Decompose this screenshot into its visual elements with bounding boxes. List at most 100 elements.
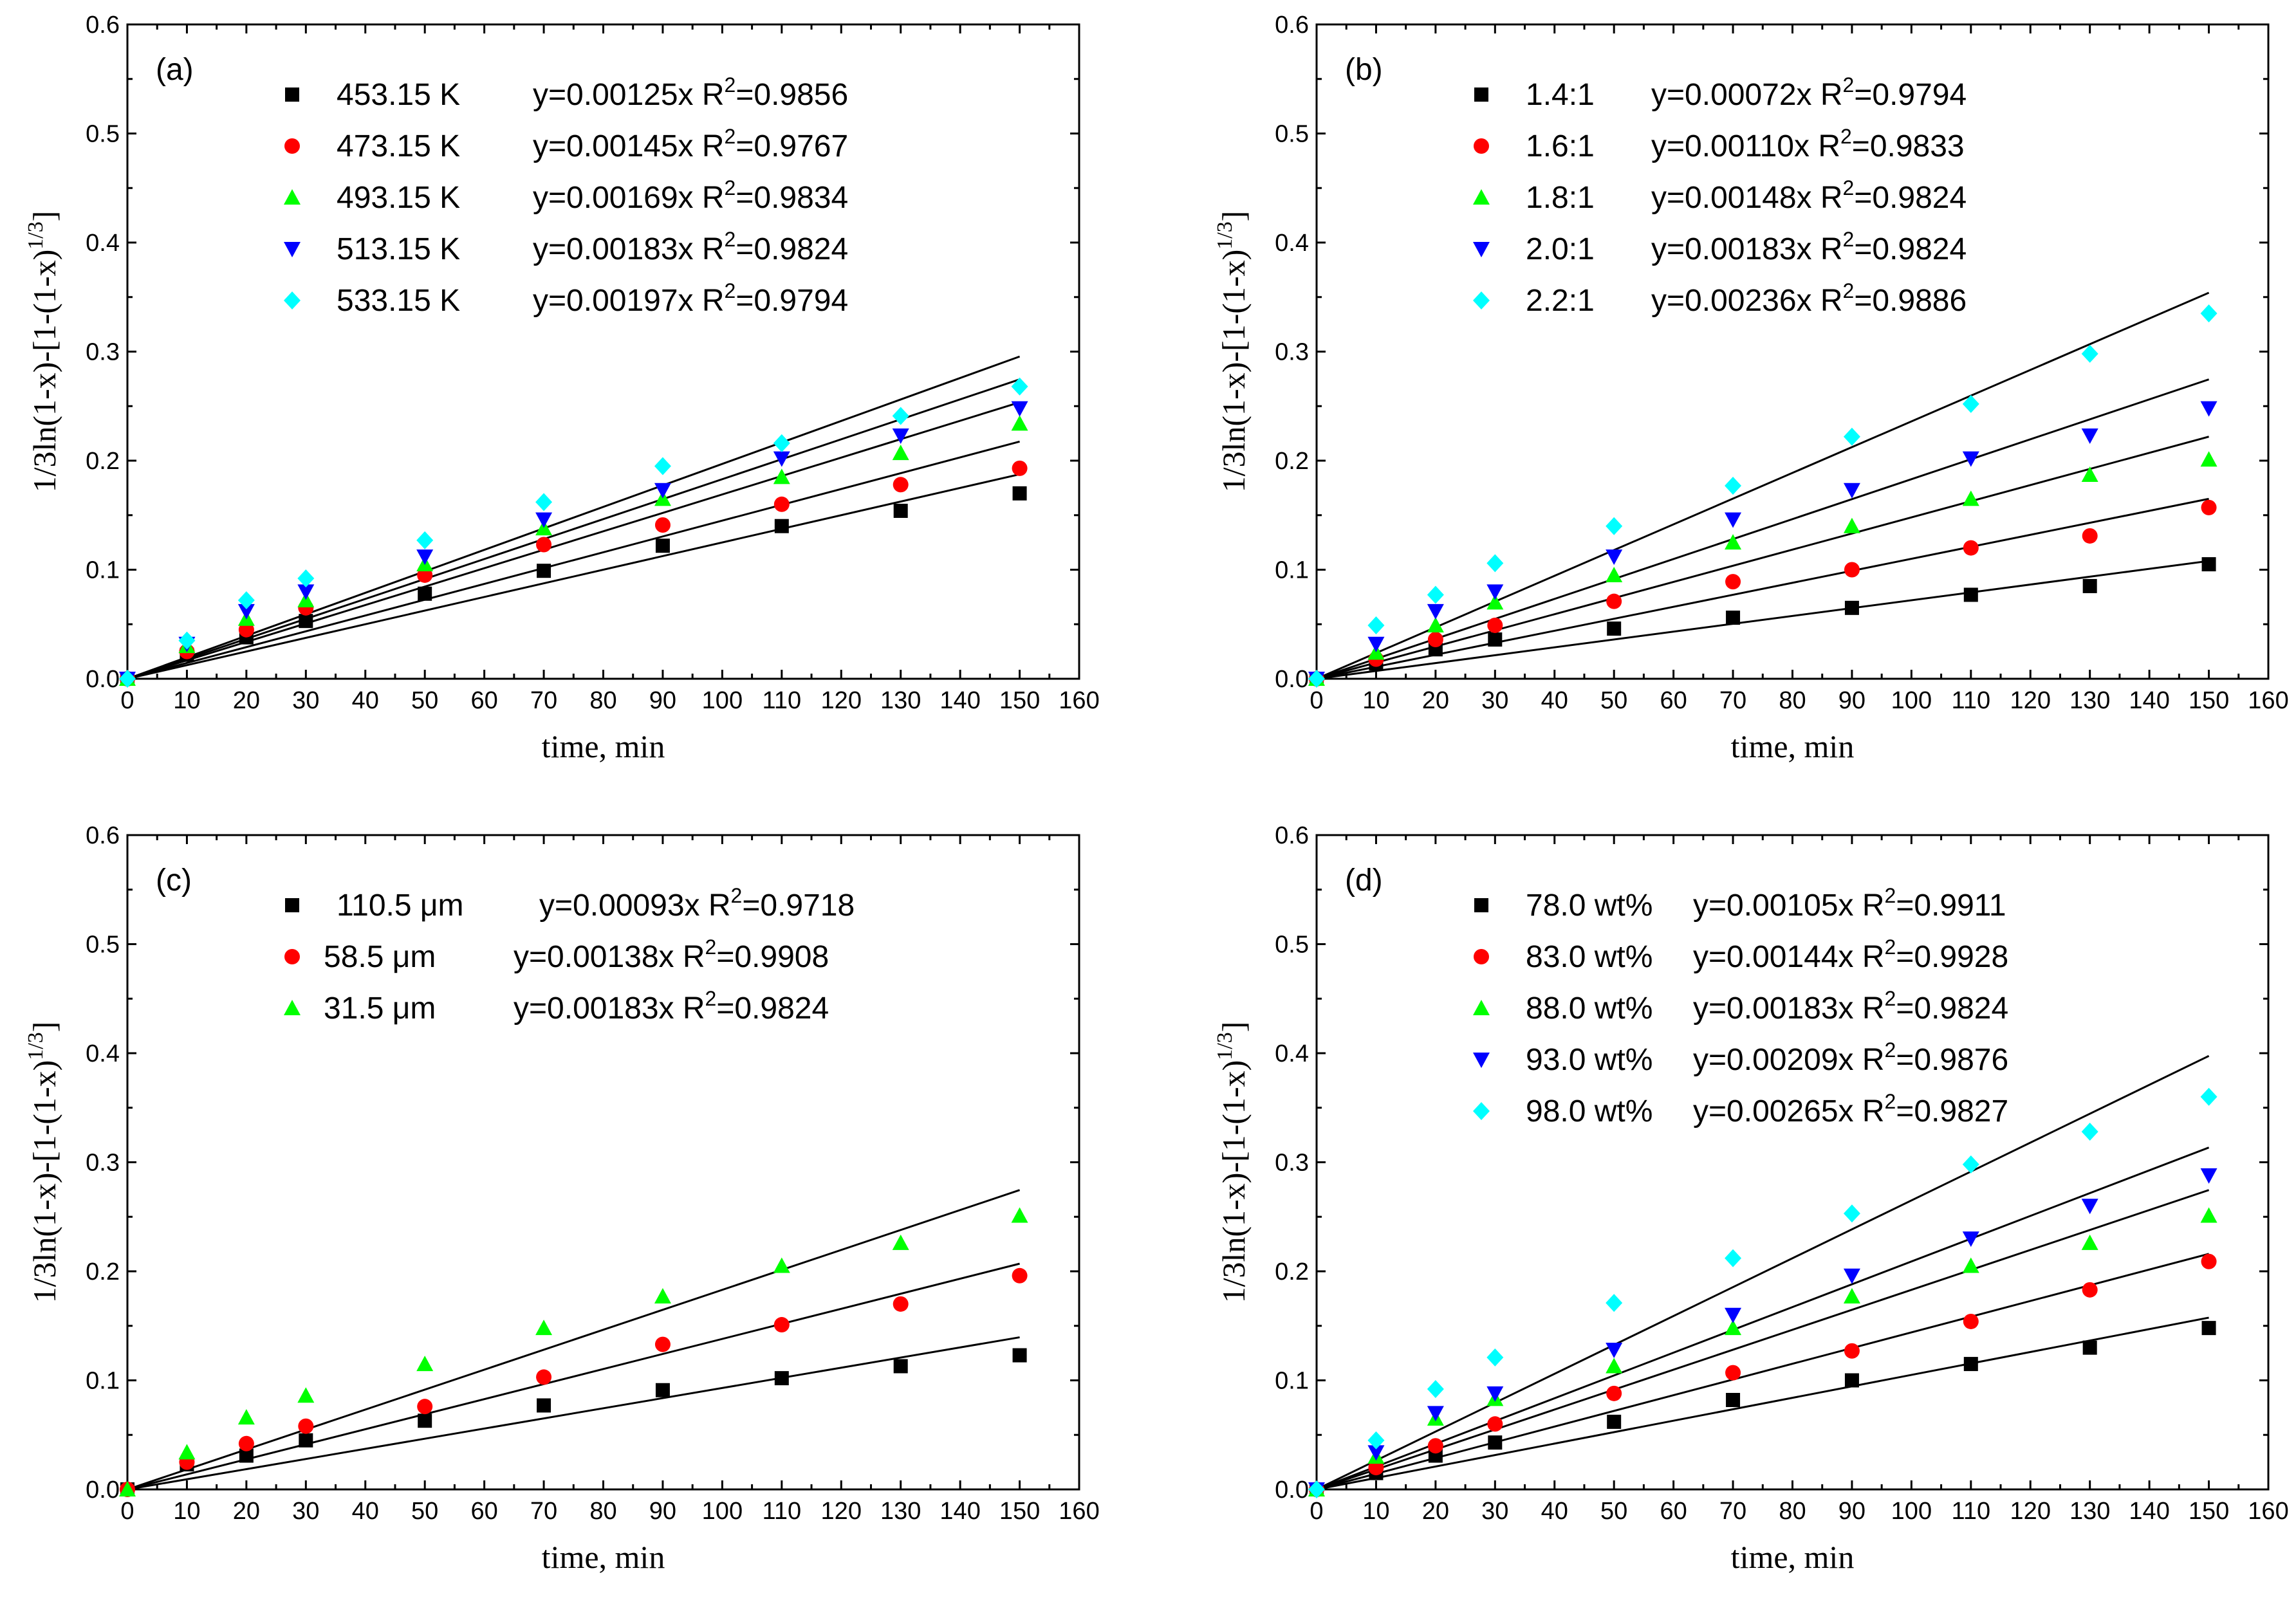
y-tick-label: 0.0 xyxy=(86,1477,120,1504)
data-point xyxy=(1725,1307,1742,1323)
data-point xyxy=(1488,1435,1503,1450)
legend-equation: y=0.00125x R2=0.9856 xyxy=(533,73,848,112)
data-point xyxy=(2082,528,2098,544)
x-tick-label: 80 xyxy=(1779,687,1806,714)
y-tick-label: 0.1 xyxy=(86,557,120,584)
data-point xyxy=(773,451,790,467)
y-tick-label: 0.3 xyxy=(1275,339,1309,366)
data-point xyxy=(1962,490,1979,506)
data-point xyxy=(1012,1348,1027,1363)
data-point xyxy=(418,586,432,601)
data-point xyxy=(1843,517,1860,533)
y-tick-label: 0.5 xyxy=(86,121,120,148)
y-tick-label: 0.5 xyxy=(1275,932,1309,959)
data-point xyxy=(1427,1406,1444,1422)
data-point xyxy=(893,477,909,493)
x-tick-label: 60 xyxy=(1660,687,1687,714)
legend-equation: y=0.00265x R2=0.9827 xyxy=(1693,1090,2008,1128)
data-point xyxy=(2081,1123,2098,1141)
x-tick-label: 160 xyxy=(1059,687,1099,714)
y-tick-label: 0.6 xyxy=(1275,12,1309,39)
x-tick-label: 80 xyxy=(589,1498,616,1525)
legend-equation: y=0.00145x R2=0.9767 xyxy=(533,125,848,163)
x-tick-label: 30 xyxy=(292,687,319,714)
x-tick-label: 160 xyxy=(2248,687,2288,714)
data-point xyxy=(893,1359,908,1374)
data-point xyxy=(1843,1268,1860,1284)
data-point xyxy=(773,468,790,484)
x-tick-label: 150 xyxy=(999,687,1040,714)
legend-marker xyxy=(284,291,301,309)
x-tick-label: 100 xyxy=(1891,687,1932,714)
legend-marker xyxy=(284,242,301,257)
data-point xyxy=(297,584,315,600)
fit-line xyxy=(127,1262,1020,1491)
legend-marker xyxy=(1473,1000,1490,1015)
x-tick-label: 0 xyxy=(1310,1498,1323,1525)
y-tick-label: 0.2 xyxy=(1275,1258,1309,1285)
data-point xyxy=(238,1435,254,1451)
x-tick-label: 30 xyxy=(1481,687,1508,714)
x-tick-label: 50 xyxy=(411,1498,438,1525)
series-triangle-up xyxy=(119,1207,1028,1496)
plot-frame xyxy=(1315,23,2270,680)
x-tick-label: 90 xyxy=(649,687,676,714)
data-point xyxy=(774,519,789,533)
x-tick-label: 80 xyxy=(589,687,616,714)
data-point xyxy=(1725,1249,1742,1267)
x-tick-label: 140 xyxy=(940,687,980,714)
x-tick-label: 100 xyxy=(702,687,743,714)
series-circle xyxy=(120,460,1028,686)
legend-equation: y=0.00183x R2=0.9824 xyxy=(514,987,829,1026)
x-tick-label: 20 xyxy=(1422,1498,1449,1525)
data-point xyxy=(416,549,434,566)
data-point xyxy=(1606,1358,1623,1374)
x-axis-title: time, min xyxy=(1731,1539,1855,1575)
data-point xyxy=(417,1399,433,1415)
x-tick-label: 130 xyxy=(880,1498,921,1525)
y-axis-title: 1/3ln(1-x)-[1-(1-x)1/3] xyxy=(1213,1022,1252,1303)
data-point xyxy=(1427,603,1444,620)
legend-marker xyxy=(1474,898,1488,912)
data-point xyxy=(535,1320,553,1336)
data-point xyxy=(1486,584,1504,600)
x-tick-label: 70 xyxy=(530,687,557,714)
data-point xyxy=(1012,1267,1028,1284)
legend-label: 98.0 wt% xyxy=(1526,1094,1653,1128)
data-point xyxy=(1011,1207,1028,1223)
y-tick-label: 0.6 xyxy=(86,822,120,849)
x-tick-label: 130 xyxy=(880,687,921,714)
y-tick-label: 0.2 xyxy=(1275,448,1309,475)
data-point xyxy=(1606,549,1623,566)
y-tick-label: 0.1 xyxy=(1275,557,1309,584)
legend-marker xyxy=(1473,291,1490,309)
legend-equation: y=0.00197x R2=0.9794 xyxy=(533,279,848,318)
data-point xyxy=(1844,600,1859,615)
data-point xyxy=(655,1383,670,1397)
fit-line xyxy=(127,355,1021,680)
x-tick-label: 80 xyxy=(1779,1498,1806,1525)
data-point xyxy=(535,512,553,528)
legend-marker xyxy=(284,189,301,205)
y-tick-label: 0.5 xyxy=(86,932,120,959)
x-tick-label: 140 xyxy=(2129,1498,2169,1525)
legend-label: 473.15 K xyxy=(337,129,460,163)
data-point xyxy=(1725,512,1742,528)
legend-equation: y=0.00093x R2=0.9718 xyxy=(539,884,855,923)
legend-label: 2.2:1 xyxy=(1526,284,1595,318)
data-point xyxy=(774,1371,789,1386)
data-point xyxy=(2201,499,2217,515)
x-tick-label: 150 xyxy=(2189,687,2229,714)
data-point xyxy=(1488,632,1503,647)
x-tick-label: 20 xyxy=(233,687,260,714)
data-point xyxy=(2200,451,2217,467)
legend-equation: y=0.00169x R2=0.9834 xyxy=(533,176,848,215)
legend-label: 78.0 wt% xyxy=(1526,888,1653,923)
x-tick-label: 30 xyxy=(1481,1498,1508,1525)
data-point xyxy=(773,1257,790,1273)
y-tick-label: 0.0 xyxy=(1275,1477,1309,1504)
x-tick-label: 20 xyxy=(1422,687,1449,714)
data-point xyxy=(1012,460,1028,476)
fit-line xyxy=(1316,497,2209,680)
x-tick-label: 150 xyxy=(2189,1498,2229,1525)
